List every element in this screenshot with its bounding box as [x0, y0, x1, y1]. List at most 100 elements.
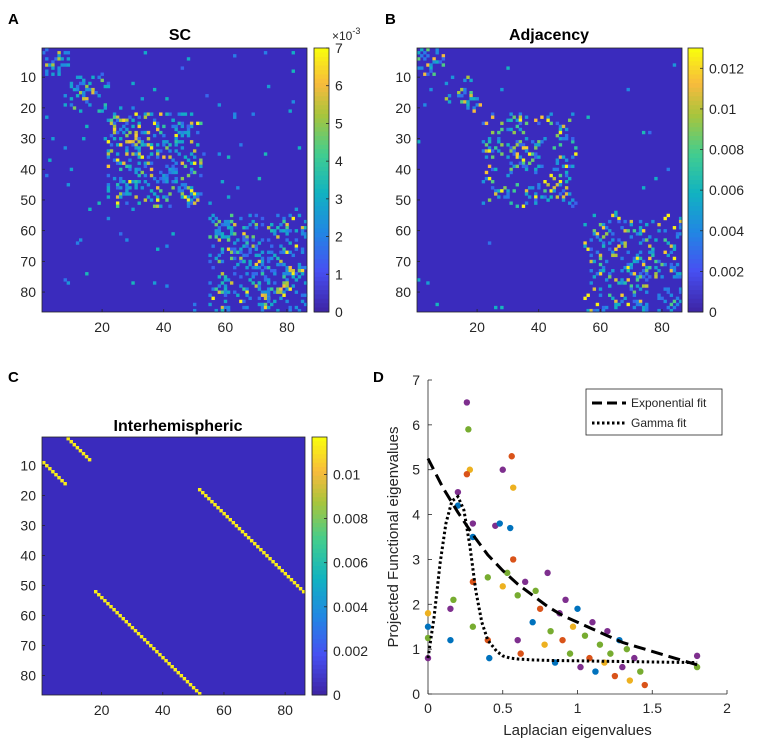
heatmap-cell: [208, 235, 212, 239]
heatmap-cell: [240, 530, 245, 534]
scatter-point: [547, 628, 554, 635]
heatmap-cell: [174, 143, 178, 147]
heatmap-cell: [57, 476, 61, 480]
heatmap-cell: [72, 106, 77, 110]
heatmap-cell: [509, 127, 513, 132]
heatmap-cell: [149, 189, 154, 193]
heatmap-cell: [651, 250, 655, 254]
heatmap-cell: [115, 204, 120, 208]
heatmap-cell: [494, 305, 498, 310]
heatmap-cell: [438, 60, 442, 64]
heatmap-cell: [57, 66, 61, 70]
heatmap-cell: [192, 201, 197, 205]
heatmap-cell: [143, 51, 148, 55]
heatmap-cell: [669, 293, 674, 297]
heatmap-cell: [285, 287, 289, 291]
heatmap-cell: [660, 296, 664, 301]
heatmap-cell: [543, 137, 547, 141]
colorbar-segment: [314, 188, 329, 194]
heatmap-cell: [211, 296, 215, 301]
heatmap-cell: [177, 121, 181, 126]
heatmap-cell: [223, 299, 228, 304]
colorbar-segment: [312, 660, 327, 666]
heatmap-cell: [213, 503, 217, 507]
scatter-point: [626, 677, 634, 684]
heatmap-cell: [223, 275, 228, 279]
heatmap-cell: [177, 186, 181, 190]
colorbar-tick-label: 0.002: [333, 643, 368, 659]
heatmap-cell: [245, 287, 249, 291]
heatmap-cell: [106, 118, 111, 122]
heatmap-cell: [260, 262, 265, 267]
heatmap-cell: [165, 97, 169, 101]
y-tick-label: 2: [412, 596, 420, 612]
heatmap-cell: [85, 100, 89, 104]
heatmap-cell: [282, 290, 286, 294]
heatmap-cell: [645, 272, 649, 276]
heatmap-cell: [266, 250, 271, 254]
colorbar-segment: [688, 136, 703, 141]
heatmap-cell: [524, 121, 529, 126]
heatmap-cell: [75, 94, 80, 98]
heatmap-cell: [168, 167, 172, 172]
heatmap-cell: [91, 90, 95, 95]
heatmap-cell: [242, 238, 246, 242]
heatmap-cell: [214, 216, 218, 221]
heatmap-cell: [143, 130, 148, 135]
heatmap-cell: [450, 75, 455, 79]
colorbar-segment: [312, 497, 327, 502]
heatmap-cell: [564, 180, 569, 184]
heatmap-cell: [635, 299, 640, 304]
heatmap-cell: [558, 173, 563, 178]
heatmap-cell: [226, 238, 231, 242]
heatmap-cell: [239, 284, 243, 288]
heatmap-cell: [196, 192, 200, 196]
x-tick-label: 40: [156, 319, 172, 335]
heatmap-cell: [447, 94, 452, 98]
heatmap-cell: [506, 192, 510, 196]
heatmap-cell: [152, 204, 157, 208]
heatmap-cell: [128, 192, 132, 196]
heatmap-cell: [417, 51, 421, 55]
heatmap-cell: [146, 195, 151, 199]
heatmap-cell: [635, 256, 640, 261]
heatmap-cell: [223, 290, 228, 294]
heatmap-cell: [159, 189, 163, 193]
heatmap-cell: [137, 137, 141, 141]
heatmap-cell: [106, 84, 111, 89]
heatmap-cell: [260, 302, 265, 307]
heatmap-cell: [277, 566, 281, 570]
heatmap-cell: [134, 146, 138, 150]
heatmap-cell: [251, 235, 255, 239]
heatmap-cell: [140, 140, 144, 144]
heatmap-cell: [564, 186, 569, 190]
heatmap-cell: [678, 299, 683, 304]
heatmap-cell: [645, 302, 649, 307]
colorbar-segment: [314, 158, 329, 163]
heatmap-cell: [208, 293, 212, 297]
heatmap-cell: [273, 281, 277, 285]
heatmap-cell: [521, 146, 526, 150]
heatmap-cell: [174, 133, 178, 138]
colorbar-segment: [314, 246, 329, 251]
heatmap-cell: [266, 259, 271, 264]
heatmap-cell: [288, 241, 292, 245]
heatmap-cell: [276, 235, 280, 239]
heatmap-cell: [106, 164, 111, 169]
heatmap-cell: [300, 226, 305, 230]
colorbar-segment: [314, 272, 329, 278]
heatmap-cell: [497, 195, 501, 199]
heatmap-cell: [270, 229, 274, 233]
heatmap-cell: [282, 284, 286, 288]
panel-letter-a: A: [8, 11, 19, 28]
heatmap-cell: [291, 216, 295, 221]
scatter-point: [596, 641, 604, 648]
colorbar-segment: [312, 527, 327, 533]
heatmap-cell: [125, 192, 129, 196]
heatmap-cell: [657, 259, 661, 264]
heatmap-cell: [192, 155, 197, 159]
heatmap-cell: [115, 143, 120, 147]
heatmap-cell: [245, 226, 249, 230]
heatmap-cell: [524, 137, 529, 141]
heatmap-cell: [487, 164, 492, 169]
